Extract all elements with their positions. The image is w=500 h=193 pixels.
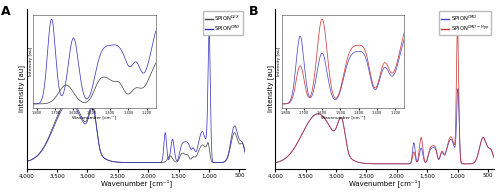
Text: B: B [249,5,258,18]
X-axis label: Wavenumber [cm⁻¹]: Wavenumber [cm⁻¹] [100,180,172,187]
Text: A: A [0,5,10,18]
Y-axis label: Intensity [au]: Intensity [au] [267,65,274,112]
Y-axis label: Intensity [au]: Intensity [au] [18,65,26,112]
Legend: SPION$^{CMD}$, SPION$^{CMD-Hyp}$: SPION$^{CMD}$, SPION$^{CMD-Hyp}$ [440,11,492,35]
Legend: SPION$^{DEX}$, SPION$^{CMD}$: SPION$^{DEX}$, SPION$^{CMD}$ [202,11,243,35]
X-axis label: Wavenumber [cm⁻¹]: Wavenumber [cm⁻¹] [349,180,420,187]
